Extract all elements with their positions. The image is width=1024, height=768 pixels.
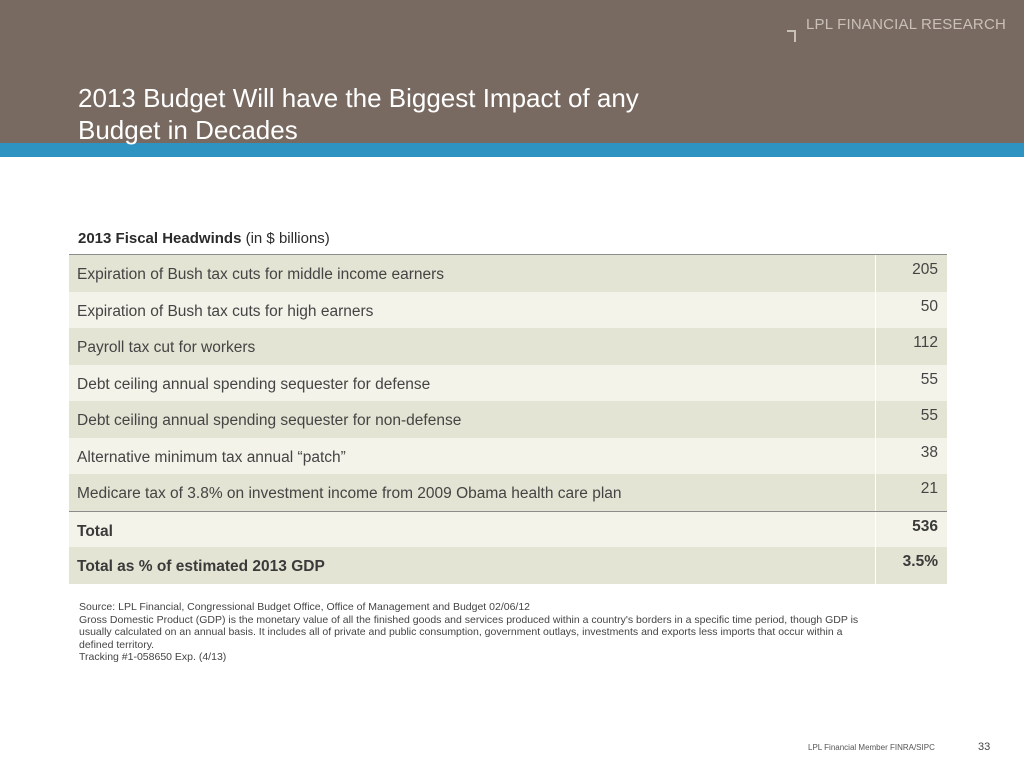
row-label: Payroll tax cut for workers — [69, 328, 876, 365]
row-label: Debt ceiling annual spending sequester f… — [69, 364, 876, 401]
table-row: Expiration of Bush tax cuts for high ear… — [69, 291, 947, 328]
table-heading-bold: 2013 Fiscal Headwinds — [78, 230, 242, 247]
member-disclosure: LPL Financial Member FINRA/SIPC — [808, 743, 935, 752]
row-label: Alternative minimum tax annual “patch” — [69, 437, 876, 474]
total-value: 536 — [912, 517, 938, 535]
gdp-total-value: 3.5% — [902, 553, 938, 570]
gdp-definition-line-2: usually calculated on an annual basis. I… — [79, 626, 843, 638]
table-row: Medicare tax of 3.8% on investment incom… — [69, 474, 947, 511]
page-number: 33 — [978, 741, 991, 753]
gdp-total-label: Total as % of estimated 2013 GDP — [69, 547, 876, 584]
brand-name: LPL FINANCIAL RESEARCH — [806, 16, 1007, 33]
row-value: 50 — [920, 297, 938, 315]
row-value: 21 — [920, 480, 938, 497]
gdp-total-row: Total as % of estimated 2013 GDP 3.5% — [69, 547, 947, 584]
total-row: Total 536 — [69, 510, 947, 547]
table-row: Alternative minimum tax annual “patch” 3… — [69, 437, 947, 474]
table-row: Payroll tax cut for workers 112 — [69, 328, 947, 365]
title-line-2: Budget in Decades — [78, 115, 298, 145]
title-line-1: 2013 Budget Will have the Biggest Impact… — [78, 83, 639, 113]
header-banner — [0, 0, 1024, 143]
fiscal-headwinds-table: Expiration of Bush tax cuts for middle i… — [69, 254, 947, 584]
tracking-note: Tracking #1-058650 Exp. (4/13) — [79, 651, 227, 663]
row-value: 55 — [920, 370, 938, 388]
total-label: Total — [69, 511, 876, 547]
page-title: 2013 Budget Will have the Biggest Impact… — [78, 82, 778, 146]
row-value: 112 — [913, 334, 938, 351]
table-heading-units: (in $ billions) — [245, 230, 330, 247]
row-label: Medicare tax of 3.8% on investment incom… — [69, 474, 876, 511]
table-heading: 2013 Fiscal Headwinds (in $ billions) — [78, 230, 330, 247]
table-row: Expiration of Bush tax cuts for middle i… — [69, 255, 947, 292]
brand-bracket-icon — [787, 30, 796, 42]
row-value: 205 — [912, 261, 938, 278]
source-note: Source: LPL Financial, Congressional Bud… — [79, 601, 531, 613]
row-label: Expiration of Bush tax cuts for middle i… — [69, 255, 876, 292]
row-label: Expiration of Bush tax cuts for high ear… — [69, 291, 876, 328]
footnotes: Source: LPL Financial, Congressional Bud… — [79, 601, 939, 664]
table-row: Debt ceiling annual spending sequester f… — [69, 364, 947, 401]
gdp-definition-line-3: defined territory. — [79, 638, 155, 651]
row-value: 55 — [920, 407, 938, 424]
header-accent-stripe — [0, 143, 1024, 157]
row-value: 38 — [920, 443, 938, 461]
table-row: Debt ceiling annual spending sequester f… — [69, 401, 947, 438]
gdp-definition-line-1: Gross Domestic Product (GDP) is the mone… — [79, 613, 859, 626]
row-label: Debt ceiling annual spending sequester f… — [69, 401, 876, 438]
